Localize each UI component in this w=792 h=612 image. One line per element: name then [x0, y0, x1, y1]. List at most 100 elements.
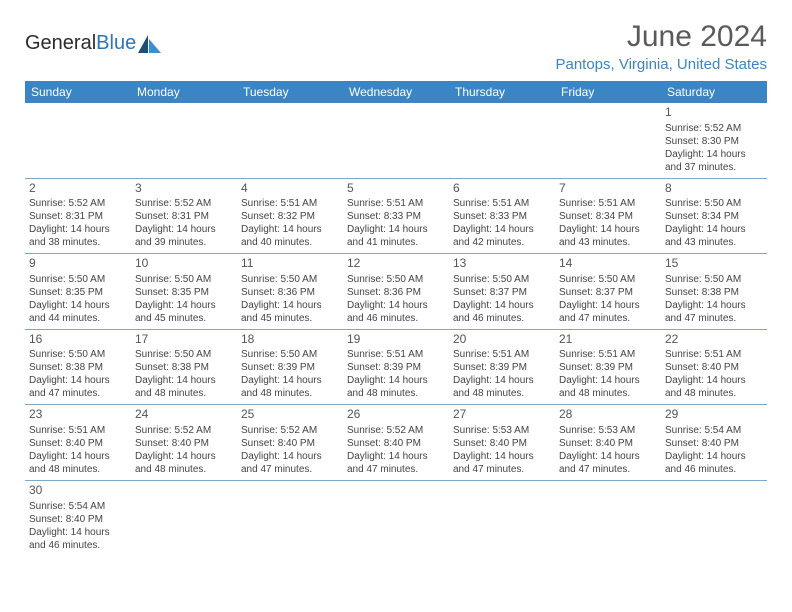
calendar-day-cell — [131, 480, 237, 555]
daylight-text: Daylight: 14 hours — [241, 374, 339, 387]
sunrise-text: Sunrise: 5:52 AM — [241, 424, 339, 437]
daylight-text: Daylight: 14 hours — [241, 450, 339, 463]
sunrise-text: Sunrise: 5:52 AM — [135, 424, 233, 437]
sunset-text: Sunset: 8:36 PM — [241, 286, 339, 299]
day-number: 3 — [135, 181, 233, 197]
sunset-text: Sunset: 8:38 PM — [665, 286, 763, 299]
sunset-text: Sunset: 8:39 PM — [241, 361, 339, 374]
day-number: 2 — [29, 181, 127, 197]
daylight-text: Daylight: 14 hours — [559, 374, 657, 387]
calendar-table: Sunday Monday Tuesday Wednesday Thursday… — [25, 81, 767, 556]
daylight-text: Daylight: 14 hours — [29, 223, 127, 236]
sunrise-text: Sunrise: 5:50 AM — [453, 273, 551, 286]
day-number: 27 — [453, 407, 551, 423]
daylight-text: Daylight: 14 hours — [559, 299, 657, 312]
calendar-day-cell: 4Sunrise: 5:51 AMSunset: 8:32 PMDaylight… — [237, 178, 343, 254]
weekday-header: Wednesday — [343, 81, 449, 103]
daylight-text: Daylight: 14 hours — [665, 223, 763, 236]
calendar-week-row: 2Sunrise: 5:52 AMSunset: 8:31 PMDaylight… — [25, 178, 767, 254]
calendar-week-row: 9Sunrise: 5:50 AMSunset: 8:35 PMDaylight… — [25, 254, 767, 330]
location-subtitle: Pantops, Virginia, United States — [555, 56, 767, 73]
month-title: June 2024 — [555, 20, 767, 54]
daylight-text: and 43 minutes. — [559, 236, 657, 249]
calendar-day-cell — [661, 480, 767, 555]
daylight-text: Daylight: 14 hours — [665, 299, 763, 312]
calendar-day-cell: 1Sunrise: 5:52 AMSunset: 8:30 PMDaylight… — [661, 103, 767, 178]
sunrise-text: Sunrise: 5:50 AM — [559, 273, 657, 286]
daylight-text: Daylight: 14 hours — [241, 223, 339, 236]
day-number: 6 — [453, 181, 551, 197]
daylight-text: Daylight: 14 hours — [347, 223, 445, 236]
sunrise-text: Sunrise: 5:50 AM — [241, 348, 339, 361]
daylight-text: and 38 minutes. — [29, 236, 127, 249]
calendar-day-cell: 18Sunrise: 5:50 AMSunset: 8:39 PMDayligh… — [237, 329, 343, 405]
daylight-text: Daylight: 14 hours — [241, 299, 339, 312]
sunrise-text: Sunrise: 5:50 AM — [135, 348, 233, 361]
calendar-day-cell — [449, 103, 555, 178]
sunset-text: Sunset: 8:38 PM — [135, 361, 233, 374]
calendar-day-cell: 14Sunrise: 5:50 AMSunset: 8:37 PMDayligh… — [555, 254, 661, 330]
sunrise-text: Sunrise: 5:53 AM — [453, 424, 551, 437]
weekday-header: Tuesday — [237, 81, 343, 103]
weekday-header: Friday — [555, 81, 661, 103]
sunrise-text: Sunrise: 5:50 AM — [665, 273, 763, 286]
daylight-text: and 41 minutes. — [347, 236, 445, 249]
calendar-day-cell: 19Sunrise: 5:51 AMSunset: 8:39 PMDayligh… — [343, 329, 449, 405]
sunset-text: Sunset: 8:31 PM — [135, 210, 233, 223]
calendar-day-cell — [555, 103, 661, 178]
day-number: 29 — [665, 407, 763, 423]
calendar-day-cell: 29Sunrise: 5:54 AMSunset: 8:40 PMDayligh… — [661, 405, 767, 481]
daylight-text: Daylight: 14 hours — [665, 450, 763, 463]
sunrise-text: Sunrise: 5:51 AM — [453, 197, 551, 210]
day-number: 4 — [241, 181, 339, 197]
sunrise-text: Sunrise: 5:51 AM — [559, 197, 657, 210]
calendar-day-cell: 9Sunrise: 5:50 AMSunset: 8:35 PMDaylight… — [25, 254, 131, 330]
calendar-day-cell: 13Sunrise: 5:50 AMSunset: 8:37 PMDayligh… — [449, 254, 555, 330]
daylight-text: Daylight: 14 hours — [665, 148, 763, 161]
calendar-day-cell: 17Sunrise: 5:50 AMSunset: 8:38 PMDayligh… — [131, 329, 237, 405]
daylight-text: and 45 minutes. — [135, 312, 233, 325]
sunrise-text: Sunrise: 5:51 AM — [29, 424, 127, 437]
sunrise-text: Sunrise: 5:50 AM — [347, 273, 445, 286]
calendar-day-cell: 11Sunrise: 5:50 AMSunset: 8:36 PMDayligh… — [237, 254, 343, 330]
day-number: 19 — [347, 332, 445, 348]
sunset-text: Sunset: 8:40 PM — [665, 437, 763, 450]
sunset-text: Sunset: 8:33 PM — [347, 210, 445, 223]
daylight-text: and 48 minutes. — [453, 387, 551, 400]
daylight-text: Daylight: 14 hours — [29, 526, 127, 539]
daylight-text: and 48 minutes. — [347, 387, 445, 400]
day-number: 12 — [347, 256, 445, 272]
weekday-header: Sunday — [25, 81, 131, 103]
sunrise-text: Sunrise: 5:51 AM — [453, 348, 551, 361]
calendar-day-cell — [343, 103, 449, 178]
calendar-week-row: 23Sunrise: 5:51 AMSunset: 8:40 PMDayligh… — [25, 405, 767, 481]
daylight-text: Daylight: 14 hours — [347, 450, 445, 463]
calendar-day-cell — [555, 480, 661, 555]
sunset-text: Sunset: 8:39 PM — [559, 361, 657, 374]
logo-text-2: Blue — [96, 32, 136, 55]
daylight-text: Daylight: 14 hours — [453, 223, 551, 236]
calendar-day-cell: 23Sunrise: 5:51 AMSunset: 8:40 PMDayligh… — [25, 405, 131, 481]
sunset-text: Sunset: 8:40 PM — [135, 437, 233, 450]
daylight-text: and 48 minutes. — [241, 387, 339, 400]
daylight-text: and 46 minutes. — [29, 539, 127, 552]
daylight-text: and 47 minutes. — [559, 463, 657, 476]
sunset-text: Sunset: 8:35 PM — [135, 286, 233, 299]
sunset-text: Sunset: 8:37 PM — [559, 286, 657, 299]
sunset-text: Sunset: 8:33 PM — [453, 210, 551, 223]
weekday-header-row: Sunday Monday Tuesday Wednesday Thursday… — [25, 81, 767, 103]
sunrise-text: Sunrise: 5:51 AM — [347, 197, 445, 210]
weekday-header: Saturday — [661, 81, 767, 103]
sunset-text: Sunset: 8:39 PM — [347, 361, 445, 374]
title-block: June 2024 Pantops, Virginia, United Stat… — [555, 20, 767, 73]
calendar-day-cell: 3Sunrise: 5:52 AMSunset: 8:31 PMDaylight… — [131, 178, 237, 254]
day-number: 24 — [135, 407, 233, 423]
daylight-text: Daylight: 14 hours — [29, 450, 127, 463]
daylight-text: and 46 minutes. — [453, 312, 551, 325]
sunset-text: Sunset: 8:34 PM — [665, 210, 763, 223]
sunset-text: Sunset: 8:40 PM — [453, 437, 551, 450]
calendar-week-row: 1Sunrise: 5:52 AMSunset: 8:30 PMDaylight… — [25, 103, 767, 178]
daylight-text: Daylight: 14 hours — [29, 299, 127, 312]
daylight-text: and 46 minutes. — [347, 312, 445, 325]
logo: GeneralBlue — [25, 32, 162, 55]
